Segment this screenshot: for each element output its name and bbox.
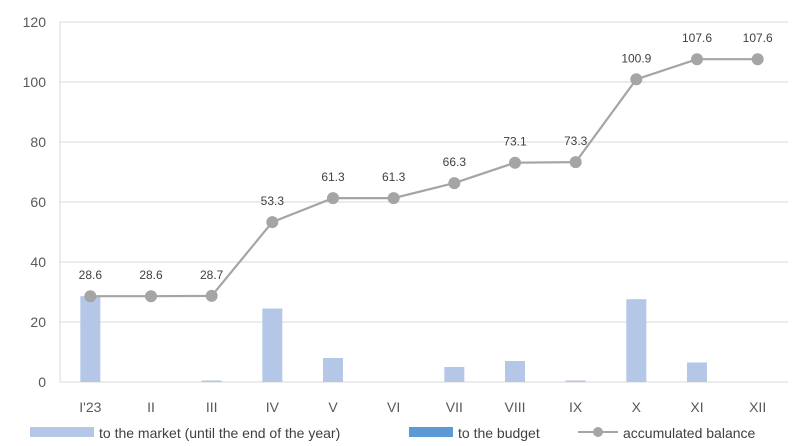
bar-market (626, 299, 647, 382)
bar-market (565, 380, 586, 382)
x-tick-label: VIII (504, 399, 525, 415)
legend-marker-balance (593, 427, 603, 437)
legend-swatch-budget (409, 427, 453, 437)
legend: to the market (until the end of the year… (30, 425, 756, 441)
bar-market (323, 358, 343, 382)
balance-data-label: 28.7 (200, 268, 224, 282)
x-tick-label: I'23 (79, 399, 101, 415)
grid (59, 21, 788, 383)
balance-data-label: 73.1 (503, 135, 527, 149)
balance-data-label: 107.6 (682, 31, 712, 45)
balance-point (630, 73, 643, 86)
balance-data-label: 73.3 (564, 134, 588, 148)
x-tick-label: IV (266, 399, 280, 415)
balance-point (387, 192, 400, 205)
x-tick-label: V (328, 399, 338, 415)
balance-data-label: 100.9 (621, 51, 651, 65)
x-tick-label: XII (749, 399, 766, 415)
balance-data-label: 28.6 (79, 268, 103, 282)
balance-point (266, 216, 279, 229)
balance-line-path (90, 58, 758, 298)
balance-point (448, 177, 461, 190)
x-tick-label: VII (446, 399, 463, 415)
balance-point (205, 289, 218, 302)
balance-data-label: 66.3 (443, 155, 467, 169)
x-tick-label: II (147, 399, 155, 415)
y-axis-ticks: 0 20 40 60 80 100 120 (23, 14, 47, 390)
bar-market (444, 367, 465, 382)
balance-point (569, 156, 582, 169)
y-tick-label: 80 (30, 134, 46, 150)
bars (80, 296, 707, 382)
bar-market (262, 308, 283, 382)
balance-data-label: 61.3 (382, 170, 406, 184)
balance-data-label: 107.6 (743, 31, 773, 45)
y-tick-label: 120 (23, 14, 47, 30)
x-tick-label: X (632, 399, 642, 415)
x-tick-label: III (206, 399, 218, 415)
legend-label-market: to the market (until the end of the year… (99, 425, 340, 441)
balance-point (751, 53, 764, 66)
legend-swatch-market (30, 427, 94, 437)
y-tick-label: 60 (30, 194, 46, 210)
bar-market (505, 361, 525, 382)
x-tick-label: XI (690, 399, 703, 415)
legend-label-budget: to the budget (458, 425, 540, 441)
balance-line: 28.6 28.6 28.7 53.3 61.3 61.3 66.3 73.1 73.3 100.… (79, 31, 773, 303)
bar-market (80, 296, 101, 382)
balance-data-label: 53.3 (261, 194, 285, 208)
balance-point (327, 192, 339, 205)
balance-data-label: 61.3 (321, 170, 345, 184)
y-tick-label: 0 (38, 374, 46, 390)
x-tick-label: VI (387, 399, 400, 415)
x-tick-label: IX (569, 399, 583, 415)
balance-point (691, 53, 703, 66)
balance-point (84, 290, 97, 303)
balance-data-label: 28.6 (139, 268, 163, 282)
y-tick-label: 20 (30, 314, 46, 330)
bar-market (201, 380, 222, 382)
y-tick-label: 100 (23, 74, 47, 90)
bar-market (687, 362, 707, 382)
x-axis-ticks: I'23 II III IV V VI VII VIII IX X XI XII (79, 399, 766, 415)
legend-label-balance: accumulated balance (623, 425, 756, 441)
balance-point (145, 290, 157, 303)
y-tick-label: 40 (30, 254, 46, 270)
balance-point (509, 156, 521, 169)
